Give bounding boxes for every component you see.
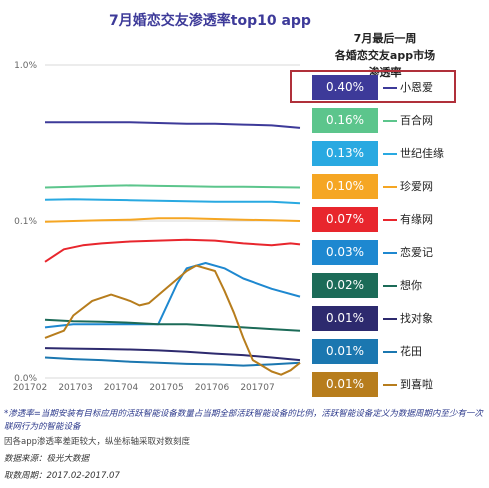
legend-value-badge: 0.01%	[312, 339, 378, 364]
legend-line-swatch	[383, 186, 397, 188]
legend-line-swatch	[383, 384, 397, 386]
legend-series-name: 想你	[400, 279, 422, 292]
series-line	[44, 217, 301, 223]
legend-line-swatch	[383, 120, 397, 122]
scale-note: 因各app渗透率差距较大，纵坐标轴采取对数刻度	[4, 437, 191, 447]
legend-value-badge: 0.07%	[312, 207, 378, 232]
period-note: 取数周期：2017.02-2017.07	[4, 471, 120, 481]
y-tick-label: 0.1%	[14, 217, 37, 227]
legend-value-badge: 0.02%	[312, 273, 378, 298]
legend-line-swatch	[383, 252, 397, 254]
legend-title-line: 7月最后一周	[353, 32, 417, 45]
legend-series-name: 找对象	[400, 312, 433, 325]
legend-series-name: 花田	[400, 345, 422, 358]
series-line	[44, 238, 301, 263]
legend-value-badge: 0.03%	[312, 240, 378, 265]
legend-line-swatch	[383, 219, 397, 221]
legend-value-badge: 0.10%	[312, 174, 378, 199]
legend-series-name: 百合网	[400, 114, 433, 127]
legend-line-swatch	[383, 153, 397, 155]
legend-series-name: 恋爱记	[400, 246, 433, 259]
series-line	[44, 262, 301, 329]
x-tick-label: 201707	[240, 383, 274, 393]
x-tick-label: 201702	[13, 383, 47, 393]
series-line	[44, 318, 301, 332]
series-line	[44, 356, 301, 367]
legend-series-name: 有缘网	[400, 213, 433, 226]
legend-value-badge: 0.16%	[312, 108, 378, 133]
series-line	[44, 264, 301, 376]
legend-line-swatch	[383, 87, 397, 89]
y-tick-label: 1.0%	[14, 61, 37, 71]
legend-value-badge: 0.13%	[312, 141, 378, 166]
chart-title: 7月婚恋交友渗透率top10 app	[109, 13, 311, 29]
series-line	[44, 347, 301, 362]
legend-series-name: 到喜啦	[400, 378, 433, 391]
line-chart: 1.0% 0.1% 0.0%201702 201703 201704 201705 2017…	[13, 61, 301, 393]
series-line	[45, 121, 301, 129]
legend-line-swatch	[383, 285, 397, 287]
legend-value-badge: 0.01%	[312, 372, 378, 397]
series-line	[44, 198, 301, 205]
y-tick-label: 0.0%	[14, 374, 37, 384]
chart-tick-labels: 1.0% 0.1% 0.0%201702 201703 201704 201705 2017…	[13, 61, 275, 393]
chart-series	[44, 121, 301, 376]
legend-series-name: 小恩爱	[400, 81, 433, 94]
legend-series-name: 珍爱网	[400, 180, 433, 193]
legend-series-name: 世纪佳缘	[400, 147, 444, 160]
x-tick-label: 201705	[149, 383, 183, 393]
legend-value-badge: 0.40%	[312, 75, 378, 100]
series-line	[44, 184, 301, 189]
legend-line-swatch	[383, 318, 397, 320]
legend-value-badge: 0.01%	[312, 306, 378, 331]
legend-line-swatch	[383, 351, 397, 353]
definition-note: *渗透率=当期安装有目标应用的活跃智能设备数量占当期全部活跃智能设备的比例，活跃…	[4, 409, 483, 432]
x-tick-label: 201704	[104, 383, 139, 393]
source-note: 数据来源：极光大数据	[4, 454, 90, 464]
x-tick-label: 201706	[195, 383, 230, 393]
x-tick-label: 201703	[58, 383, 92, 393]
highlight-box	[290, 70, 456, 103]
footnotes: *渗透率=当期安装有目标应用的活跃智能设备数量占当期全部活跃智能设备的比例，活跃…	[4, 408, 484, 483]
